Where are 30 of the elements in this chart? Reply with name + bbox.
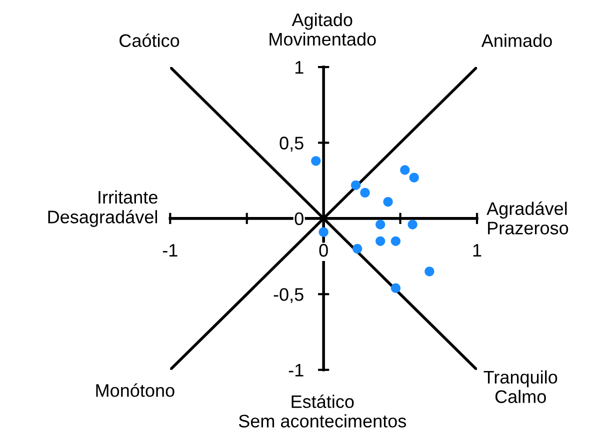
- point: [383, 196, 393, 207]
- point: [360, 188, 370, 198]
- point: [311, 156, 321, 166]
- text: Estático Sem acontecimentos: [238, 394, 406, 428]
- text: Agradável Prazeroso: [486, 202, 568, 234]
- point: [408, 220, 418, 230]
- x-tick-label: -1: [162, 244, 178, 257]
- y-tick-label: 0: [294, 212, 304, 226]
- point: [318, 227, 328, 237]
- text: Animado: [481, 34, 552, 48]
- point: [409, 172, 419, 182]
- point: [400, 165, 410, 175]
- point: [424, 266, 434, 276]
- x-tick-label: 0: [319, 244, 328, 257]
- y-tick-label: -1: [288, 364, 304, 376]
- y-tick-label: 1: [295, 61, 304, 74]
- point: [390, 283, 400, 293]
- text: Agitado Movimentado: [270, 12, 376, 46]
- point: [350, 180, 361, 190]
- text: Caótico: [120, 34, 180, 48]
- point: [376, 236, 386, 246]
- point: [376, 220, 386, 230]
- point: [390, 236, 400, 246]
- y-tick-label: 0,5: [280, 136, 304, 152]
- x-tick-label: 1: [473, 244, 482, 257]
- text: Irritante Desagradável: [48, 190, 158, 227]
- text: Tranquilo Calmo: [484, 370, 558, 404]
- point: [352, 244, 362, 254]
- text: Monótono: [96, 383, 174, 397]
- y-tick-label: -0,5: [274, 288, 304, 304]
